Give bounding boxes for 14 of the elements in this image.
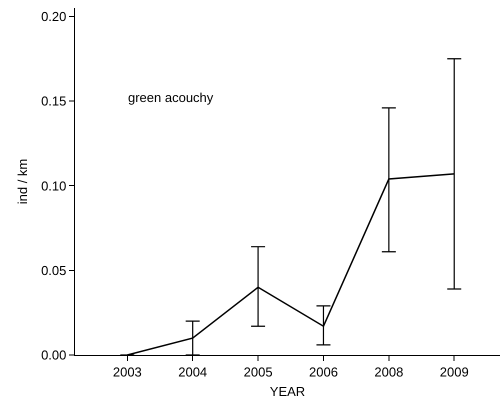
y-axis-title: ind / km [15, 158, 30, 204]
x-tick-label: 2006 [309, 364, 338, 380]
x-tick-label: 2009 [440, 364, 469, 380]
y-tick-label: 0.00 [41, 348, 66, 363]
y-tick-label: 0.15 [41, 94, 66, 109]
x-axis-title: YEAR [270, 384, 306, 400]
x-tick-label: 2005 [244, 364, 273, 380]
y-tick-label: 0.20 [41, 9, 66, 24]
y-tick-label: 0.10 [41, 178, 66, 194]
x-tick-label: 2008 [374, 364, 404, 380]
x-tick-label: 2003 [112, 364, 142, 380]
y-tick-label: 0.05 [41, 262, 66, 278]
x-tick-label: 2004 [178, 364, 208, 380]
annotation: green acouchy [128, 90, 214, 105]
